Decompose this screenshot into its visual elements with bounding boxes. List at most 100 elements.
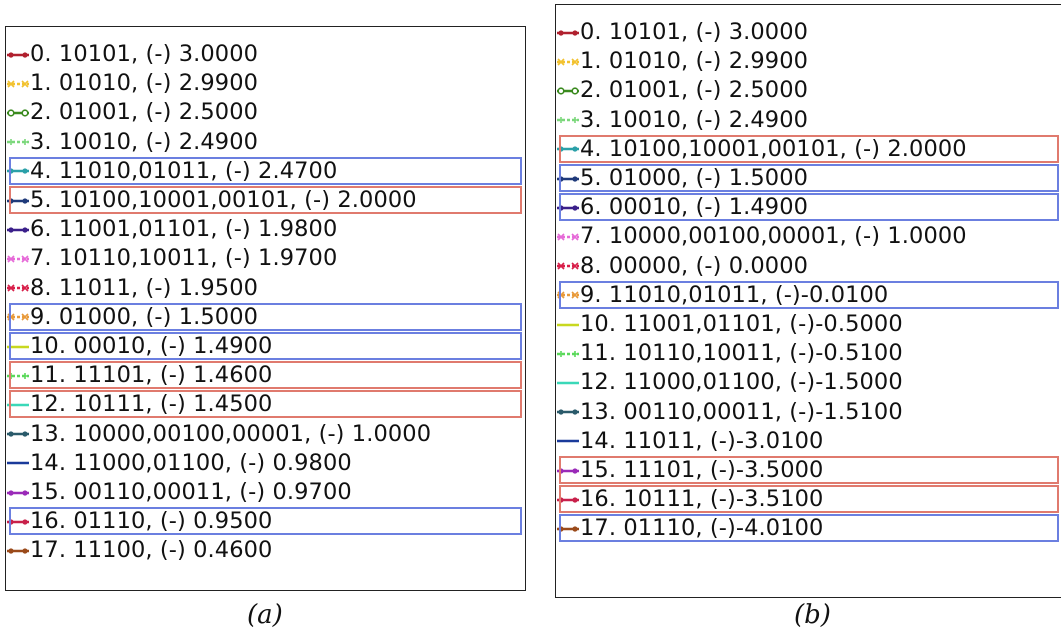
legend-entry: 8. 11011, (-) 1.9500 [6,274,258,303]
legend-symbol [7,139,29,146]
legend-label: 1. 01010, (-) 2.9900 [30,70,259,97]
legend-entry: 14. 11000,01100, (-) 0.9800 [6,449,352,478]
legend-marker-x [7,80,15,88]
legend-entry: 12. 11000,01100, (-)-1.5000 [556,368,903,397]
legend-label: 6. 11001,01101, (-) 1.9800 [30,216,338,243]
legend-label: 12. 11000,01100, (-)-1.5000 [580,369,903,396]
legend-symbol [7,227,29,233]
legend-marker-circle [7,109,15,117]
legend-marker-x [571,58,579,66]
legend-marker-x [21,80,29,88]
legend-entry: 16. 10111, (-)-3.5100 [556,485,823,514]
legend-marker-dot [8,548,14,554]
legend-label: 15. 11101, (-)-3.5000 [580,457,824,483]
legend-entry: 2. 01001, (-) 2.5000 [6,98,258,127]
legend-marker-x [7,255,15,263]
legend-symbol [557,323,579,326]
legend-marker-dot [22,168,28,174]
legend-entry: 13. 00110,00011, (-)-1.5100 [556,398,903,427]
legend-entry: 5. 01000, (-) 1.5000 [556,164,808,193]
legend-marker-x [21,284,29,292]
legend-label: 5. 10100,10001,00101, (-) 2.0000 [30,187,417,213]
legend-symbol [7,489,29,496]
legend-entry: 11. 11101, (-) 1.4600 [6,361,272,390]
legend-symbol [557,29,579,36]
highlight-box [559,514,1059,543]
legend-symbol [557,350,579,357]
legend-entry: 1. 01010, (-) 2.9900 [556,47,808,76]
legend-marker-plus [558,117,564,124]
legend-marker-dot [22,489,28,496]
legend-label: 14. 11011, (-)-3.0100 [580,427,824,454]
legend-entry: 17. 11100, (-) 0.4600 [6,536,272,565]
legend-label: 3. 10010, (-) 2.4900 [580,106,809,133]
legend-label: 0. 10101, (-) 3.0000 [30,41,259,67]
legend-marker-dot [572,205,578,211]
legend-marker-dot [572,409,578,415]
legend-entry: 3. 10010, (-) 2.4900 [6,128,258,157]
legend-marker-dot [22,519,28,525]
legend-marker-dot [8,51,14,58]
legend-marker-dot [22,197,28,204]
legend-entry: 15. 11101, (-)-3.5000 [556,456,823,485]
legend-entry: 10. 00010, (-) 1.4900 [6,332,272,361]
legend-entry: 13. 10000,00100,00001, (-) 1.0000 [6,420,431,449]
legend-marker-x [557,262,565,270]
legend-marker-x [571,291,579,299]
legend-entry: 10. 11001,01101, (-)-0.5000 [556,310,903,339]
legend-label: 5. 01000, (-) 1.5000 [580,165,809,191]
legend-label: 2. 01001, (-) 2.5000 [30,99,259,126]
highlight-box [559,164,1059,192]
legend-entry: 8. 00000, (-) 0.0000 [556,252,808,281]
legend-symbol [557,58,579,66]
highlight-box [559,456,1059,484]
legend-symbol [557,87,579,95]
legend-marker-circle [571,87,579,95]
legend-marker-x [557,233,565,241]
legend-marker-dot [8,431,14,437]
legend-label: 8. 00000, (-) 0.0000 [580,252,809,279]
legend-label: 4. 10100,10001,00101, (-) 2.0000 [580,135,967,162]
highlight-box [9,156,522,185]
legend-label: 4. 11010,01011, (-) 2.4700 [30,157,338,184]
legend-marker-circle [557,87,565,95]
legend-marker-x [557,58,565,66]
legend-entry: 9. 11010,01011, (-)-0.0100 [556,281,888,310]
legend-entry: 4. 10100,10001,00101, (-) 2.0000 [556,135,967,164]
legend-marker-dot [22,227,28,233]
legend-label: 2. 01001, (-) 2.5000 [580,77,809,104]
legend-symbol [7,51,29,58]
legend-label: 7. 10000,00100,00001, (-) 1.0000 [580,223,967,250]
legend-entry: 4. 11010,01011, (-) 2.4700 [6,157,337,186]
legend-label: 3. 10010, (-) 2.4900 [30,128,259,155]
legend-label: 11. 11101, (-) 1.4600 [30,362,273,389]
legend-entry: 6. 00010, (-) 1.4900 [556,193,808,222]
highlight-box [9,390,522,419]
legend-marker-x [21,313,29,321]
legend-label: 7. 10110,10011, (-) 1.9700 [30,245,338,272]
highlight-box [9,507,522,536]
legend-label: 13. 10000,00100,00001, (-) 1.0000 [30,420,432,447]
legend-symbol [7,255,29,263]
legend-label: 16. 10111, (-)-3.5100 [580,486,824,513]
legend-symbol [557,440,579,443]
legend-entry: 11. 10110,10011, (-)-0.5100 [556,339,903,368]
legend-label: 11. 10110,10011, (-)-0.5100 [580,340,903,367]
panel-a-caption: (a) [247,600,283,630]
legend-label: 14. 11000,01100, (-) 0.9800 [30,449,352,476]
legend-symbol [7,548,29,554]
legend-marker-plus [8,139,14,146]
legend-entry: 14. 11011, (-)-3.0100 [556,427,823,456]
legend-entry: 6. 11001,01101, (-) 1.9800 [6,215,337,244]
legend-symbol [7,462,29,465]
legend-marker-dot [8,489,14,496]
highlight-box [9,302,522,331]
legend-label: 12. 10111, (-) 1.4500 [30,391,273,418]
legend-label: 15. 00110,00011, (-) 0.9700 [30,479,352,505]
legend-symbol [7,431,29,437]
legend-symbol [7,80,29,88]
legend-symbol [557,117,579,124]
legend-entry: 9. 01000, (-) 1.5000 [6,303,258,332]
legend-label: 0. 10101, (-) 3.0000 [580,19,809,45]
legend-entry: 3. 10010, (-) 2.4900 [556,106,808,135]
